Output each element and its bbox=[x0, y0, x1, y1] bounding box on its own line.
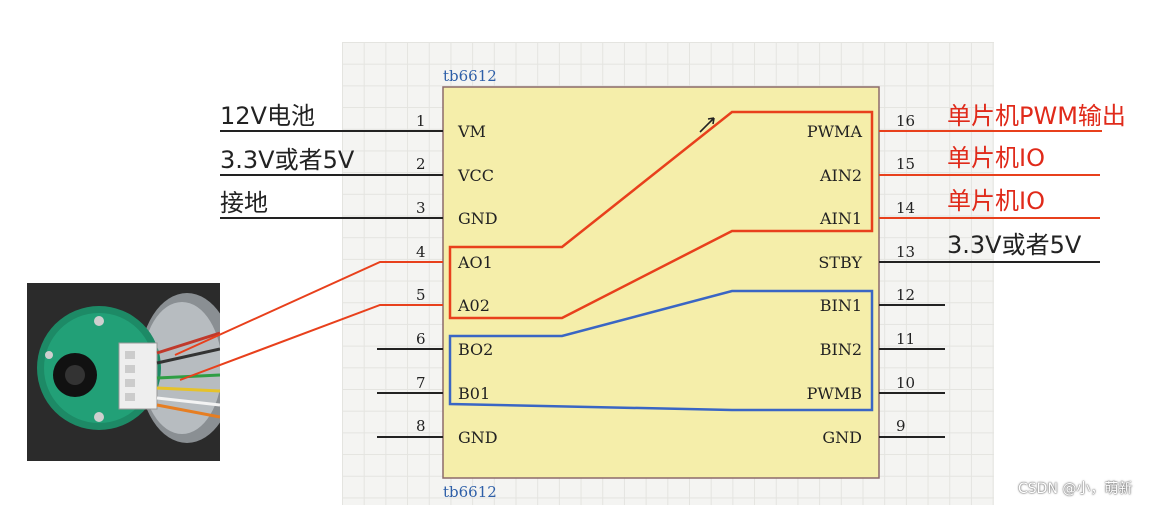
pin-name: BIN2 bbox=[820, 340, 862, 359]
annotation-ain1: 单片机IO bbox=[947, 187, 1045, 215]
left-pin-lines bbox=[220, 130, 443, 438]
chip-label-bottom: tb6612 bbox=[443, 483, 497, 501]
pin-name: STBY bbox=[818, 253, 862, 272]
pin-name: BO2 bbox=[458, 340, 493, 359]
motor-wire-ao2 bbox=[179, 304, 443, 381]
right-annotations: 单片机PWM输出 单片机IO 单片机IO 3.3V或者5V bbox=[947, 102, 1126, 259]
right-pins: 16 PWMA 15 AIN2 14 AIN1 13 STBY 12 BIN1 … bbox=[807, 112, 915, 447]
pin-name: PWMB bbox=[807, 384, 862, 403]
annotation-ain2: 单片机IO bbox=[947, 144, 1045, 172]
chip-label-top: tb6612 bbox=[443, 67, 497, 85]
pin-number: 12 bbox=[896, 286, 915, 304]
annotation-pwma: 单片机PWM输出 bbox=[947, 102, 1126, 130]
annotation-stby: 3.3V或者5V bbox=[947, 231, 1082, 259]
pin-name: GND bbox=[458, 428, 498, 447]
pin-name: VM bbox=[457, 122, 486, 141]
pin-name: GND bbox=[822, 428, 862, 447]
motor-wire-ao1 bbox=[174, 261, 443, 356]
pin-name: VCC bbox=[457, 166, 494, 185]
pin-number: 13 bbox=[896, 243, 915, 261]
pin-name: AIN2 bbox=[819, 166, 862, 185]
pin-number: 14 bbox=[896, 199, 915, 217]
pin-number: 2 bbox=[416, 155, 426, 173]
a-channel-group-outline bbox=[448, 110, 874, 320]
annotation-vcc: 3.3V或者5V bbox=[220, 146, 355, 174]
pin-name: AO1 bbox=[457, 253, 493, 272]
pin-name: B01 bbox=[458, 384, 490, 403]
left-pins: 1 VM 2 VCC 3 GND 4 AO1 5 A02 6 BO2 7 B01… bbox=[416, 112, 498, 447]
left-annotations: 12V电池 3.3V或者5V 接地 bbox=[220, 102, 355, 217]
annotation-gnd: 接地 bbox=[220, 189, 268, 217]
pin-number: 16 bbox=[896, 112, 915, 130]
pin-name: BIN1 bbox=[820, 296, 862, 315]
pin-name: AIN1 bbox=[819, 209, 862, 228]
pin-number: 11 bbox=[896, 330, 915, 348]
mouse-cursor-icon bbox=[699, 117, 715, 133]
b-channel-group-outline bbox=[448, 289, 874, 412]
pin-name: GND bbox=[458, 209, 498, 228]
pin-number: 15 bbox=[896, 155, 915, 173]
right-pin-lines bbox=[879, 130, 1102, 438]
encoder-motor-photo bbox=[27, 283, 235, 461]
motor-wires bbox=[174, 261, 443, 381]
pin-name: A02 bbox=[457, 296, 490, 315]
pin-number: 5 bbox=[416, 286, 426, 304]
tb6612-chip-body bbox=[442, 86, 880, 479]
pin-number: 3 bbox=[416, 199, 426, 217]
pin-number: 9 bbox=[896, 417, 906, 435]
pin-name: PWMA bbox=[807, 122, 863, 141]
pin-number: 6 bbox=[416, 330, 426, 348]
pin-number: 1 bbox=[416, 112, 426, 130]
annotation-vm: 12V电池 bbox=[220, 102, 315, 130]
pin-number: 7 bbox=[416, 374, 426, 392]
pin-number: 10 bbox=[896, 374, 915, 392]
csdn-watermark: CSDN @小，萌新 bbox=[1018, 481, 1133, 497]
pin-number: 4 bbox=[416, 243, 426, 261]
pin-number: 8 bbox=[416, 417, 426, 435]
